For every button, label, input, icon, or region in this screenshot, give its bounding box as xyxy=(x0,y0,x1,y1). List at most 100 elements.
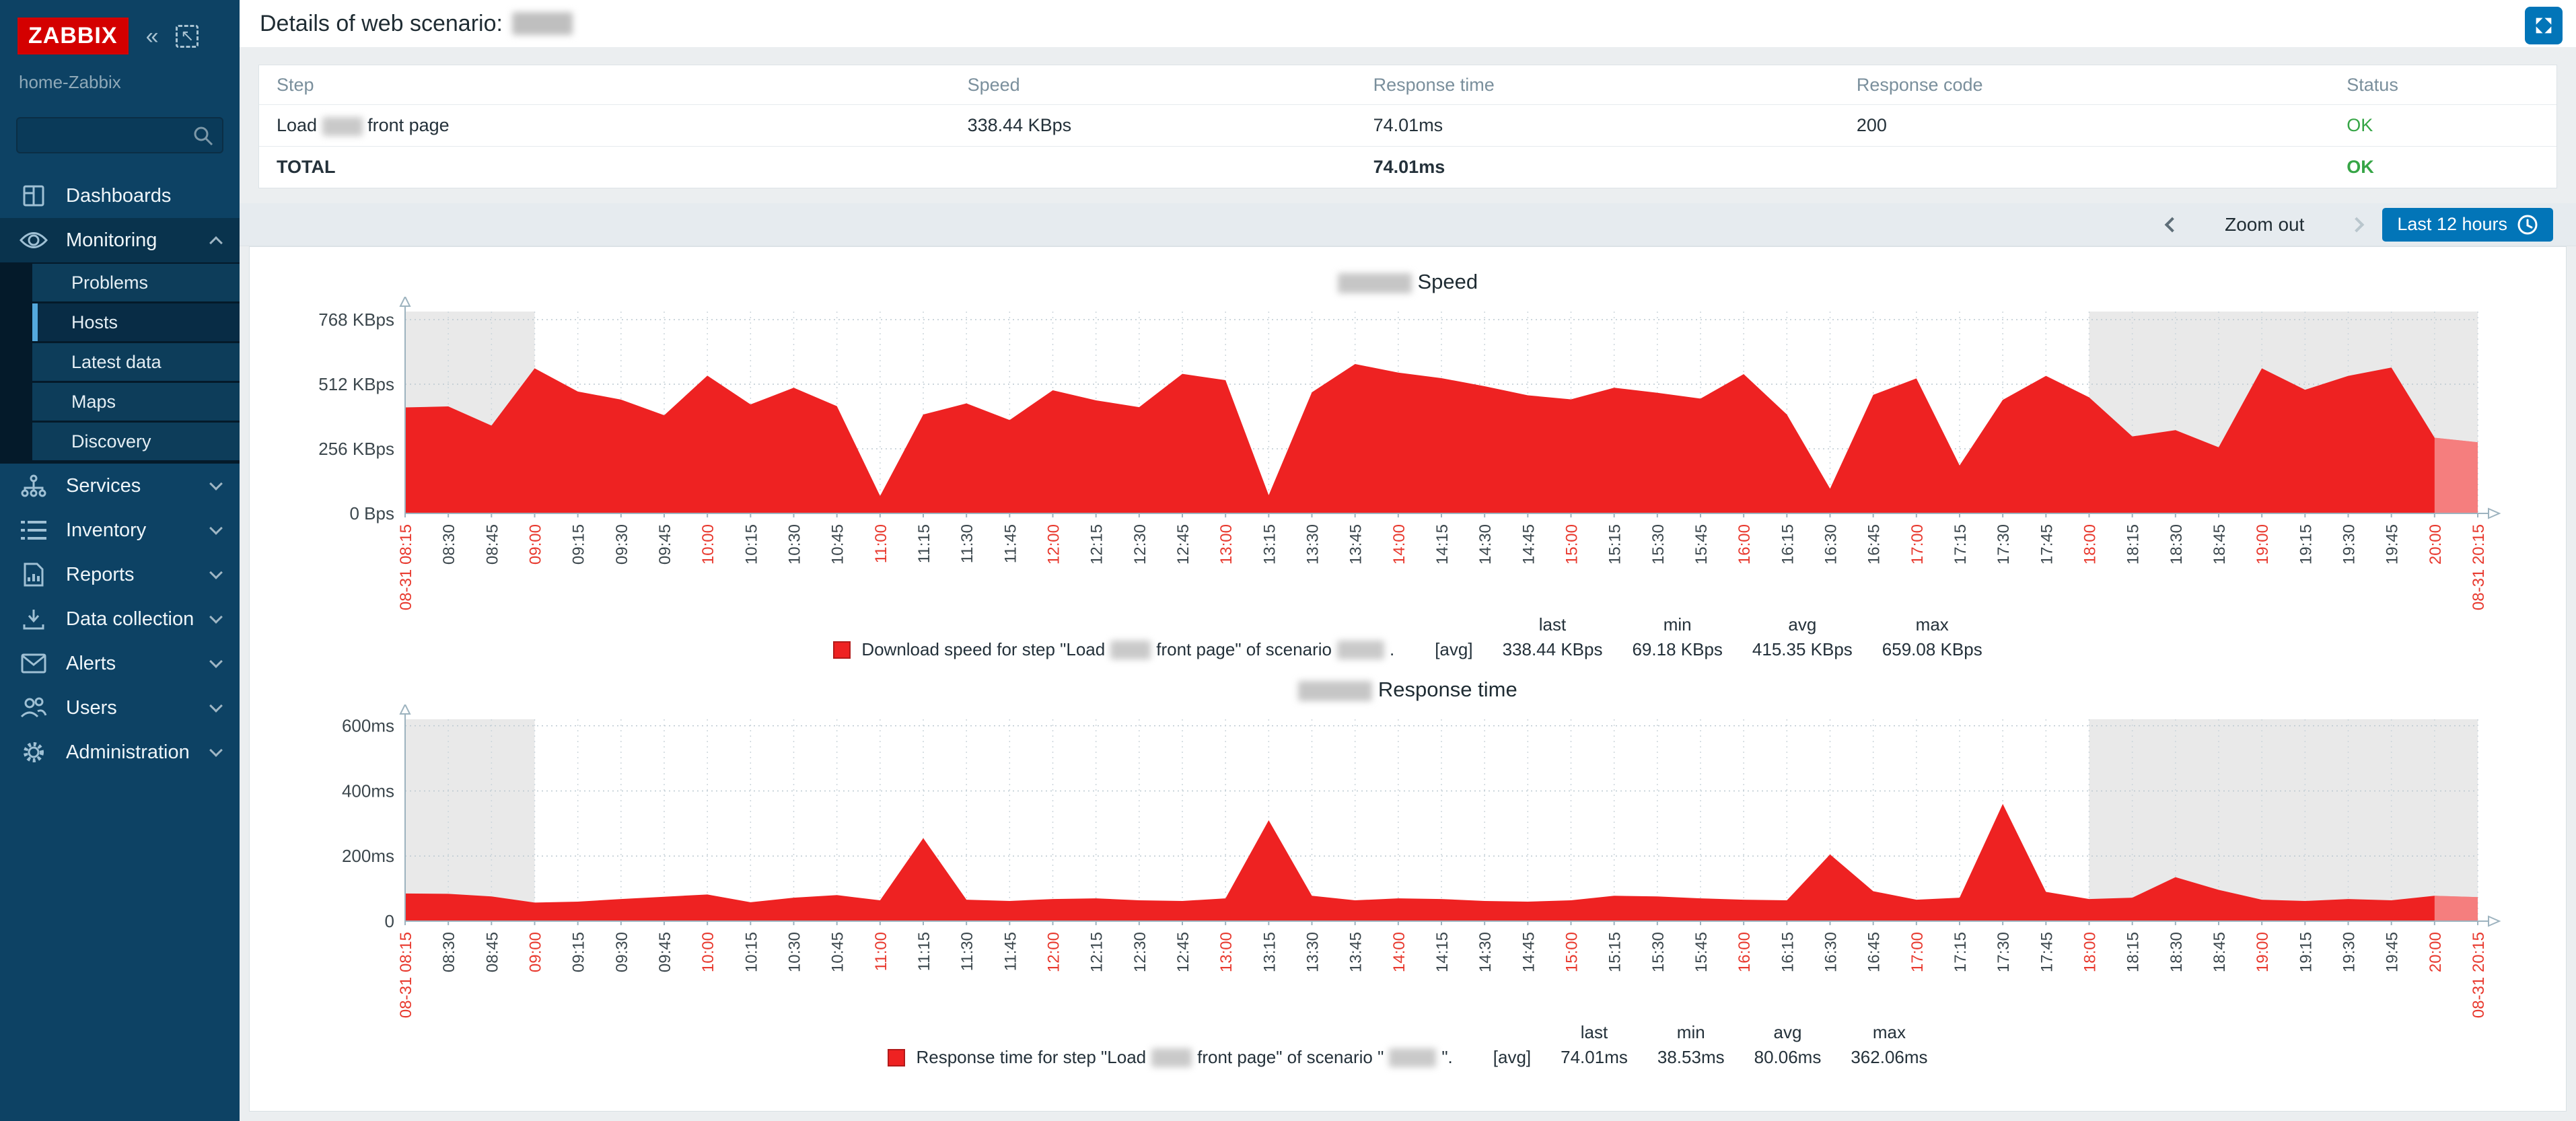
sidebar-item-discovery[interactable]: Discovery xyxy=(32,423,240,460)
sidebar-item-alerts[interactable]: Alerts xyxy=(0,641,240,686)
sidebar-item-maps[interactable]: Maps xyxy=(32,383,240,421)
response-time-chart-block: Response time 0 200ms 400ms 600ms 08-31 08:1… xyxy=(284,678,2532,1068)
svg-text:19:30: 19:30 xyxy=(2340,932,2359,972)
aggregation-label: [avg] xyxy=(1435,639,1473,659)
time-shift-forward-button[interactable] xyxy=(2349,217,2365,232)
stat-max: 659.08 KBps xyxy=(1882,639,1982,659)
svg-text:17:15: 17:15 xyxy=(1952,932,1970,972)
table-row: Load front page 338.44 KBps 74.01ms 200 … xyxy=(259,104,2556,146)
col-speed: Speed xyxy=(967,74,1020,95)
sidebar-item-label: Dashboards xyxy=(66,184,172,207)
sidebar-item-monitoring[interactable]: Monitoring xyxy=(0,218,240,262)
sidebar-item-inventory[interactable]: Inventory xyxy=(0,508,240,552)
svg-text:19:00: 19:00 xyxy=(2254,932,2272,972)
kiosk-mode-button[interactable] xyxy=(2525,7,2563,44)
sidebar-item-problems[interactable]: Problems xyxy=(32,264,240,301)
redacted-scenario-name xyxy=(1389,1048,1437,1067)
inventory-icon xyxy=(19,517,48,544)
search-icon[interactable] xyxy=(192,125,214,147)
svg-text:12:45: 12:45 xyxy=(1174,932,1192,972)
svg-text:15:00: 15:00 xyxy=(1563,932,1581,972)
svg-text:13:00: 13:00 xyxy=(1217,932,1236,972)
stat-last: 74.01ms xyxy=(1561,1047,1628,1067)
svg-text:10:00: 10:00 xyxy=(699,524,717,565)
chevron-down-icon xyxy=(209,566,223,579)
svg-text:12:00: 12:00 xyxy=(1045,524,1063,565)
svg-text:08:45: 08:45 xyxy=(483,932,501,972)
response-code-cell: 200 xyxy=(1856,115,1887,135)
svg-text:17:00: 17:00 xyxy=(1908,524,1927,565)
time-range-button[interactable]: Last 12 hours xyxy=(2382,207,2553,242)
svg-text:15:00: 15:00 xyxy=(1563,524,1581,565)
svg-text:15:15: 15:15 xyxy=(1606,932,1624,972)
time-shift-back-button[interactable] xyxy=(2164,217,2180,232)
sidebar-item-users[interactable]: Users xyxy=(0,686,240,730)
gear-icon xyxy=(19,739,48,766)
response-time-chart-legend: Response time for step "Load front page"… xyxy=(284,1022,2532,1068)
zabbix-logo[interactable]: ZABBIX xyxy=(17,17,129,55)
svg-text:11:45: 11:45 xyxy=(1001,932,1019,971)
fullscreen-arrows-icon xyxy=(2536,17,2552,34)
svg-text:14:45: 14:45 xyxy=(1519,932,1538,972)
svg-text:18:30: 18:30 xyxy=(2168,932,2186,972)
sidebar-search-input[interactable] xyxy=(16,117,223,153)
speed-chart-block: Speed 0 Bps 256 KBps 512 KBps 768 KBps 08-31… xyxy=(284,270,2532,660)
svg-text:11:00: 11:00 xyxy=(872,932,890,971)
svg-text:14:45: 14:45 xyxy=(1519,524,1538,565)
web-scenario-steps-table: Step Speed Response time Response code S… xyxy=(258,65,2557,188)
sidebar-item-services[interactable]: Services xyxy=(0,464,240,508)
col-response-time: Response time xyxy=(1373,74,1495,95)
sidebar-item-data-collection[interactable]: Data collection xyxy=(0,597,240,641)
svg-text:09:45: 09:45 xyxy=(656,524,674,565)
sidebar-item-administration[interactable]: Administration xyxy=(0,730,240,774)
collapse-sidebar-icon[interactable]: « xyxy=(145,23,159,49)
svg-text:08:30: 08:30 xyxy=(440,932,458,972)
svg-text:15:45: 15:45 xyxy=(1692,932,1711,972)
svg-text:09:30: 09:30 xyxy=(613,932,631,972)
svg-text:18:00: 18:00 xyxy=(2081,932,2100,972)
svg-text:09:30: 09:30 xyxy=(613,524,631,565)
redacted-scenario-name xyxy=(1298,680,1373,701)
sidebar-item-latest-data[interactable]: Latest data xyxy=(32,343,240,381)
svg-text:16:30: 16:30 xyxy=(1822,932,1840,972)
sidebar-item-reports[interactable]: Reports xyxy=(0,552,240,597)
svg-text:13:30: 13:30 xyxy=(1304,524,1322,565)
svg-text:10:15: 10:15 xyxy=(742,524,760,565)
svg-text:18:45: 18:45 xyxy=(2211,932,2229,972)
chevron-up-icon xyxy=(209,236,223,250)
stat-avg: 415.35 KBps xyxy=(1752,639,1853,659)
monitoring-submenu: Problems Hosts Latest data Maps Discover… xyxy=(0,262,240,464)
zoom-out-button[interactable]: Zoom out xyxy=(2225,213,2305,235)
svg-text:400ms: 400ms xyxy=(342,781,394,801)
sidebar: ZABBIX « ↖ home-Zabbix Dashboards xyxy=(0,0,240,1121)
svg-text:08:45: 08:45 xyxy=(483,524,501,565)
total-status-badge: OK xyxy=(2347,157,2374,177)
status-badge: OK xyxy=(2347,115,2373,135)
sidebar-item-dashboards[interactable]: Dashboards xyxy=(0,174,240,218)
svg-text:18:15: 18:15 xyxy=(2124,524,2143,565)
chevron-down-icon xyxy=(209,699,223,713)
dashboards-icon xyxy=(19,182,48,209)
speed-chart[interactable]: 0 Bps 256 KBps 512 KBps 768 KBps 08-31 08:15… xyxy=(284,297,2518,626)
svg-text:08-31 08:15: 08-31 08:15 xyxy=(397,932,415,1018)
response-time-chart[interactable]: 0 200ms 400ms 600ms 08-31 08:15 08:30 08:45 09:… xyxy=(284,704,2518,1034)
hide-sidebar-icon[interactable]: ↖ xyxy=(176,24,199,48)
svg-text:14:15: 14:15 xyxy=(1433,932,1452,972)
svg-text:10:30: 10:30 xyxy=(786,932,804,972)
speed-chart-legend: Download speed for step "Load front page… xyxy=(284,614,2532,660)
col-response-code: Response code xyxy=(1856,74,1983,95)
aggregation-label: [avg] xyxy=(1493,1047,1532,1067)
svg-text:09:15: 09:15 xyxy=(570,932,588,972)
svg-text:11:15: 11:15 xyxy=(915,524,933,563)
svg-text:14:30: 14:30 xyxy=(1476,524,1495,565)
stat-last: 338.44 KBps xyxy=(1502,639,1603,659)
svg-text:16:30: 16:30 xyxy=(1822,524,1840,565)
col-status: Status xyxy=(2347,74,2398,95)
response-time-cell: 74.01ms xyxy=(1373,115,1443,135)
svg-text:17:45: 17:45 xyxy=(2038,932,2056,972)
sidebar-item-hosts[interactable]: Hosts xyxy=(32,303,240,341)
redacted-step-name xyxy=(322,116,363,136)
svg-text:19:15: 19:15 xyxy=(2297,932,2315,972)
svg-text:10:45: 10:45 xyxy=(829,524,847,565)
